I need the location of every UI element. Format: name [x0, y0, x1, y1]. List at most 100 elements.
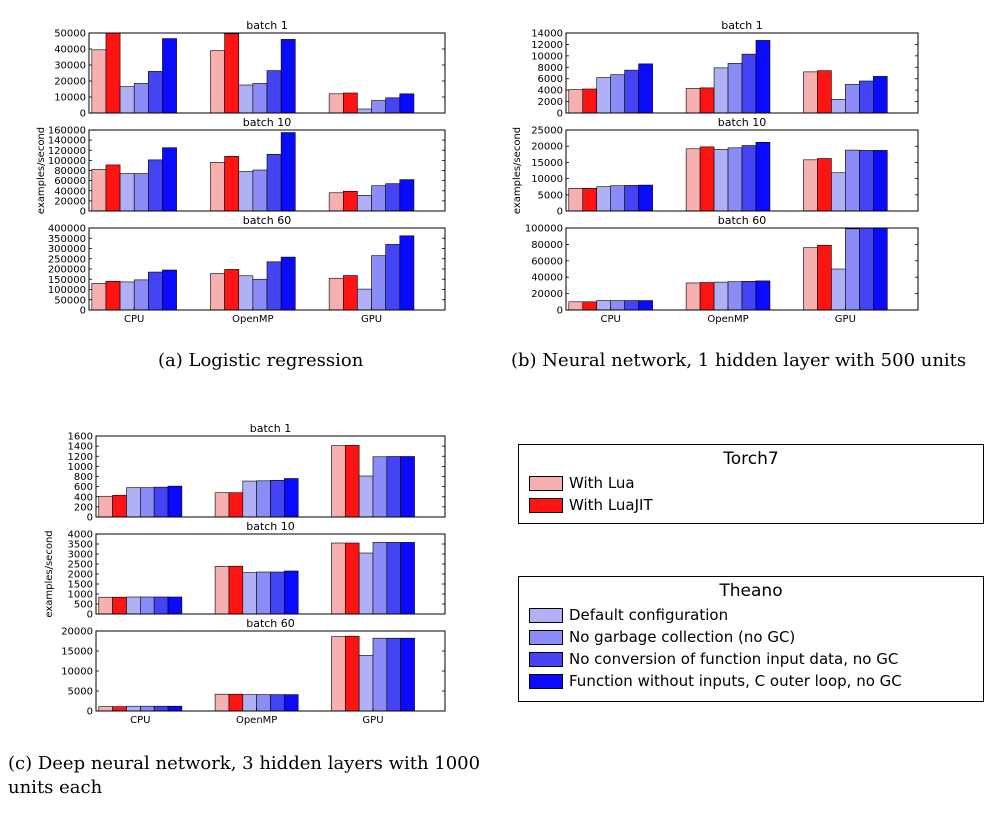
bar [167, 596, 183, 615]
bar [582, 188, 598, 212]
y-tick-label: 0 [80, 306, 86, 317]
y-tick-label: 14000 [531, 29, 563, 40]
bar [582, 301, 598, 311]
bar [610, 300, 625, 311]
bar [817, 244, 832, 311]
bar [727, 281, 743, 311]
bar [386, 456, 401, 518]
bar [119, 86, 135, 114]
y-tick-label: 5000 [538, 190, 563, 201]
y-tick-label: 200000 [48, 265, 86, 276]
bar [372, 637, 388, 712]
bar [872, 150, 888, 212]
bar [162, 147, 177, 212]
bar [596, 300, 611, 311]
bar [238, 171, 254, 212]
x-tick-label: GPU [361, 314, 382, 325]
bar [224, 33, 240, 114]
axes-frame [565, 129, 919, 212]
legend-swatch [529, 674, 563, 689]
bar [242, 572, 257, 615]
legend-title: Theano [719, 581, 783, 601]
bar [91, 283, 107, 311]
bar [284, 694, 299, 712]
bar [817, 158, 832, 212]
bar [280, 39, 296, 114]
y-tick-label: 80000 [54, 166, 86, 177]
y-tick-label: 4000 [68, 530, 93, 541]
legend-item: No conversion of function input data, no… [519, 649, 983, 671]
y-axis-label: examples/second [512, 127, 523, 214]
y-tick-label: 350000 [48, 234, 86, 245]
bar [685, 88, 701, 114]
bar [385, 97, 401, 114]
y-tick-label: 1000 [68, 590, 93, 601]
y-tick-label: 20000 [531, 289, 563, 300]
y-tick-label: 30000 [54, 61, 86, 72]
y-tick-label: 1400 [68, 442, 93, 453]
y-tick-label: 100000 [525, 224, 563, 235]
bar [270, 694, 285, 712]
x-tick-label: OpenMP [707, 314, 748, 325]
y-tick-label: 300000 [48, 244, 86, 255]
y-tick-label: 20000 [54, 77, 86, 88]
y-tick-label: 40000 [54, 45, 86, 56]
bar [228, 693, 244, 712]
bar [699, 146, 715, 212]
y-tick-label: 10000 [531, 51, 563, 62]
bar [859, 227, 874, 311]
bar [399, 179, 415, 212]
panel-title: batch 10 [243, 116, 292, 129]
bar [596, 77, 611, 114]
bar [386, 637, 401, 712]
bar [228, 492, 244, 518]
y-tick-label: 120000 [48, 146, 86, 157]
y-tick-label: 50000 [54, 295, 86, 306]
y-tick-label: 600 [74, 482, 93, 493]
bar [859, 150, 874, 212]
bar [331, 445, 346, 518]
bar [372, 542, 388, 615]
bar [238, 275, 254, 311]
panel-title: batch 10 [246, 520, 295, 533]
y-tick-label: 40000 [54, 186, 86, 197]
bar [331, 542, 346, 615]
legend-label: Default configuration [569, 606, 729, 624]
bar [741, 280, 757, 311]
bar [228, 565, 244, 615]
y-tick-label: 5000 [68, 687, 93, 698]
legend-swatch [529, 652, 563, 667]
y-tick-label: 100000 [48, 156, 86, 167]
x-tick-label: CPU [124, 314, 144, 325]
bar [568, 89, 584, 114]
y-tick-label: 400000 [48, 224, 86, 235]
bar [112, 494, 127, 518]
bar [148, 159, 163, 212]
bar [872, 76, 888, 114]
y-tick-label: 3000 [68, 550, 93, 561]
y-tick-label: 15000 [61, 647, 93, 658]
y-tick-label: 2000 [538, 97, 563, 108]
bar [162, 269, 177, 311]
bar [266, 154, 282, 212]
bar [358, 655, 374, 712]
bar [358, 475, 374, 518]
bar [755, 280, 771, 311]
bar [803, 71, 818, 114]
legend-swatch [529, 630, 563, 645]
y-tick-label: 0 [80, 207, 86, 218]
bar [140, 596, 155, 615]
x-tick-label: CPU [601, 314, 621, 325]
bar [214, 693, 230, 712]
y-tick-label: 1000 [68, 462, 93, 473]
legend-label: With LuaJIT [569, 496, 653, 514]
y-tick-label: 200 [74, 502, 93, 513]
bar [385, 183, 401, 212]
caption-c: (c) Deep neural network, 3 hidden layers… [8, 753, 481, 798]
bar [638, 300, 653, 311]
bar [713, 149, 729, 212]
axes-frame [88, 32, 446, 114]
y-tick-label: 800 [74, 472, 93, 483]
bar [845, 228, 860, 311]
bar [112, 596, 127, 615]
